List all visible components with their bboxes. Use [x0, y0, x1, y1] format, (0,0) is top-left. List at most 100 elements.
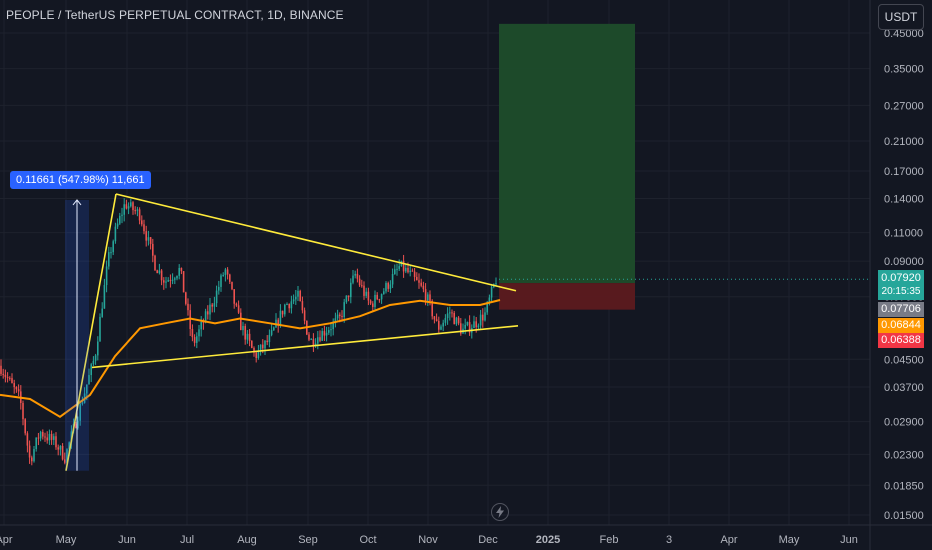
candle-body [451, 312, 453, 314]
candle-body [112, 241, 114, 253]
candle-body [218, 286, 220, 291]
candle-body [372, 303, 374, 307]
candle-body [119, 215, 121, 224]
candle-body [383, 291, 385, 295]
candle-body [290, 301, 293, 309]
candle-body [193, 337, 196, 343]
candle-body [15, 387, 18, 390]
candle-body [251, 340, 253, 348]
triangle-lower-line [91, 325, 519, 369]
candle-body [33, 449, 35, 462]
candle-body [145, 231, 147, 241]
y-tick-label: 0.21000 [884, 136, 924, 148]
candle-body [101, 308, 103, 317]
candle-body [134, 210, 136, 212]
candle-body [354, 273, 356, 276]
candle-body [141, 220, 143, 225]
candle-body [13, 383, 15, 388]
candle-body [488, 297, 491, 303]
candle-body [416, 276, 418, 281]
candle-body [422, 285, 425, 290]
candle-body [50, 433, 53, 440]
currency-button[interactable]: USDT [878, 4, 924, 30]
candle-body [46, 437, 48, 441]
candle-body [246, 333, 249, 340]
candle-body [57, 447, 59, 450]
candle-body [477, 325, 480, 328]
candle-body [48, 433, 51, 441]
candle-body [176, 275, 178, 279]
candle-body [385, 283, 387, 292]
candle-body [92, 360, 95, 365]
candle-body [169, 280, 172, 282]
x-tick-label: Feb [600, 534, 619, 546]
candle-body [226, 269, 229, 275]
candle-body [314, 343, 317, 346]
moving-average-tag: 0.06844 [878, 318, 924, 333]
measure-arrow-head [72, 199, 82, 206]
candle-body [281, 310, 284, 315]
candle-body [202, 321, 205, 323]
candle-body [295, 296, 297, 300]
impulse-leg-line [65, 193, 117, 471]
lightning-icon[interactable] [491, 503, 509, 521]
candle-body [81, 402, 84, 404]
candle-body [235, 303, 238, 306]
candle-body [99, 316, 101, 342]
candle-body [28, 445, 31, 458]
candle-body [31, 457, 33, 462]
y-tick-label: 0.09000 [884, 256, 924, 268]
x-tick-label: 3 [666, 534, 672, 546]
y-tick-label: 0.03700 [884, 382, 924, 394]
candle-body [77, 420, 79, 428]
candle-body [490, 287, 493, 298]
candle-body [356, 273, 359, 279]
candle-body [413, 271, 416, 277]
candle-body [242, 325, 244, 331]
candle-body [286, 303, 288, 305]
candle-body [138, 209, 141, 221]
candle-body [266, 340, 268, 343]
candle-body [182, 271, 185, 293]
candle-body [433, 316, 436, 320]
candle-body [240, 312, 242, 331]
y-tick-label: 0.04500 [884, 354, 924, 366]
candle-body [396, 268, 398, 270]
candle-body [191, 328, 194, 338]
candle-body [427, 294, 429, 301]
candle-body [127, 206, 130, 209]
moving-average-line [0, 299, 501, 418]
candle-body [402, 260, 405, 272]
candle-body [325, 332, 328, 336]
candle-body [75, 423, 77, 428]
candle-body [132, 202, 134, 211]
candle-body [374, 294, 376, 307]
candle-body [64, 459, 66, 463]
candle-body [440, 326, 442, 330]
candle-body [143, 224, 145, 232]
candle-body [215, 290, 218, 304]
candle-body [17, 389, 20, 392]
candle-body [114, 226, 117, 242]
candle-body [237, 305, 240, 313]
candle-body [288, 303, 290, 309]
candle-body [376, 294, 378, 300]
candle-body [2, 373, 4, 375]
y-tick-label: 0.02300 [884, 449, 924, 461]
candle-body [455, 317, 458, 325]
candle-body [431, 300, 433, 317]
candle-body [317, 337, 319, 344]
candle-body [171, 279, 174, 281]
candle-body [378, 299, 381, 301]
candle-body [105, 266, 108, 286]
candle-body [53, 436, 55, 440]
y-tick-label: 0.11000 [884, 228, 923, 240]
candle-body [116, 223, 119, 227]
x-tick-label: Nov [418, 534, 438, 546]
last-price-value: 0.07920 [881, 272, 921, 284]
stop-zone [499, 283, 635, 310]
candle-body [284, 304, 286, 315]
x-tick-label: Jun [840, 534, 858, 546]
